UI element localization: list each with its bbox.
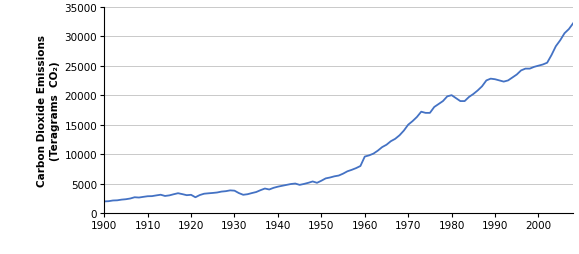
Y-axis label: Carbon Dioxide Emissions
(Teragrams  CO₂): Carbon Dioxide Emissions (Teragrams CO₂): [37, 35, 60, 186]
